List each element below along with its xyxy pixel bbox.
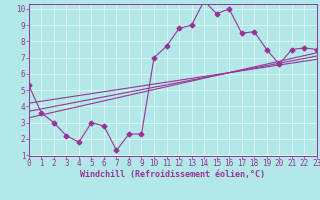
X-axis label: Windchill (Refroidissement éolien,°C): Windchill (Refroidissement éolien,°C) bbox=[80, 170, 265, 179]
